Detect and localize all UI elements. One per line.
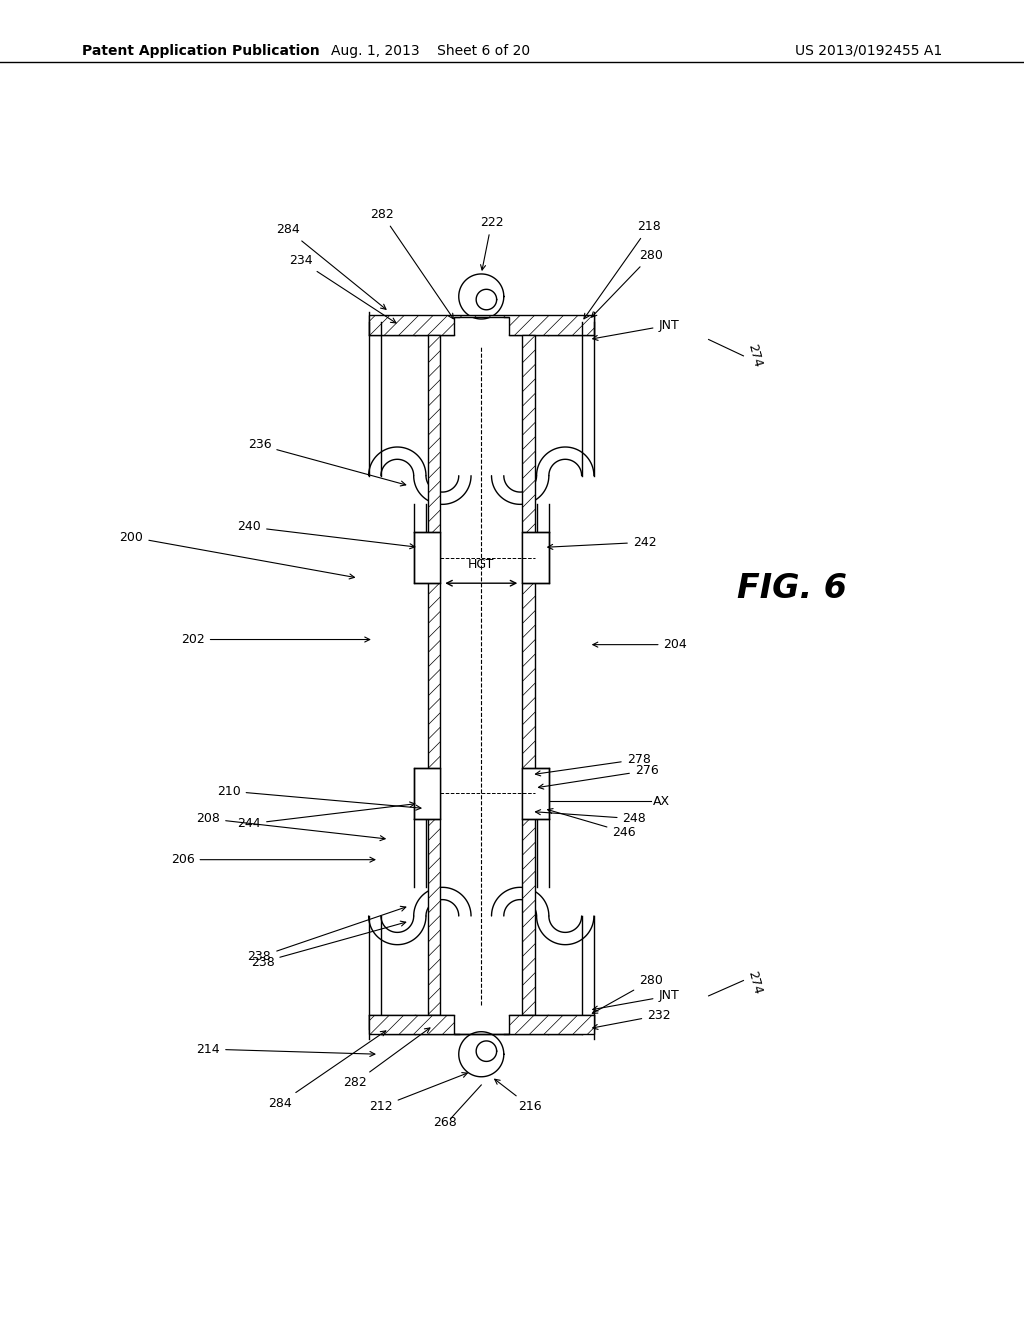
Polygon shape — [522, 767, 549, 818]
Text: 204: 204 — [593, 638, 687, 651]
Text: Aug. 1, 2013    Sheet 6 of 20: Aug. 1, 2013 Sheet 6 of 20 — [331, 44, 529, 58]
Polygon shape — [522, 335, 535, 1015]
Text: 208: 208 — [197, 812, 385, 841]
Polygon shape — [522, 767, 549, 818]
Polygon shape — [369, 1015, 594, 1034]
Polygon shape — [369, 315, 594, 335]
Text: 222: 222 — [479, 216, 504, 271]
Polygon shape — [369, 315, 594, 335]
Text: 274: 274 — [745, 343, 764, 370]
Text: JNT: JNT — [593, 990, 679, 1011]
Text: US 2013/0192455 A1: US 2013/0192455 A1 — [795, 44, 942, 58]
Text: 278: 278 — [536, 752, 650, 776]
Text: 234: 234 — [289, 255, 396, 323]
Text: 200: 200 — [120, 531, 354, 579]
Text: 216: 216 — [495, 1080, 543, 1113]
Polygon shape — [414, 532, 440, 583]
Text: 246: 246 — [548, 809, 636, 838]
Text: 284: 284 — [276, 223, 386, 309]
Text: HGT: HGT — [468, 558, 495, 572]
Text: 274: 274 — [745, 969, 764, 995]
Text: 276: 276 — [539, 764, 658, 789]
Text: 238: 238 — [248, 907, 406, 964]
Polygon shape — [522, 335, 535, 1015]
Polygon shape — [414, 767, 440, 818]
Text: 232: 232 — [593, 1008, 671, 1030]
Text: Patent Application Publication: Patent Application Publication — [82, 44, 319, 58]
Text: 238: 238 — [251, 921, 406, 969]
Text: 284: 284 — [268, 1031, 386, 1110]
Text: 212: 212 — [369, 1073, 467, 1113]
Text: 210: 210 — [217, 784, 421, 810]
Text: 248: 248 — [536, 809, 646, 825]
Text: 282: 282 — [371, 209, 454, 318]
Text: 236: 236 — [248, 438, 406, 486]
Polygon shape — [369, 1015, 594, 1034]
Text: 202: 202 — [181, 634, 370, 645]
Polygon shape — [414, 767, 440, 818]
Polygon shape — [522, 532, 549, 583]
Text: 218: 218 — [584, 220, 660, 319]
Text: 242: 242 — [548, 536, 656, 549]
Text: 280: 280 — [592, 974, 663, 1014]
Text: 280: 280 — [592, 249, 663, 317]
Polygon shape — [428, 335, 440, 1015]
Text: 240: 240 — [238, 520, 415, 549]
Text: 282: 282 — [343, 1028, 430, 1089]
Text: JNT: JNT — [593, 318, 679, 341]
Text: 206: 206 — [171, 853, 375, 866]
Text: 244: 244 — [238, 803, 415, 830]
Text: AX: AX — [653, 795, 671, 808]
Polygon shape — [428, 335, 440, 1015]
Polygon shape — [522, 532, 549, 583]
Text: 268: 268 — [433, 1115, 458, 1129]
Text: 214: 214 — [197, 1043, 375, 1056]
Text: FIG. 6: FIG. 6 — [737, 572, 847, 605]
Polygon shape — [414, 532, 440, 583]
